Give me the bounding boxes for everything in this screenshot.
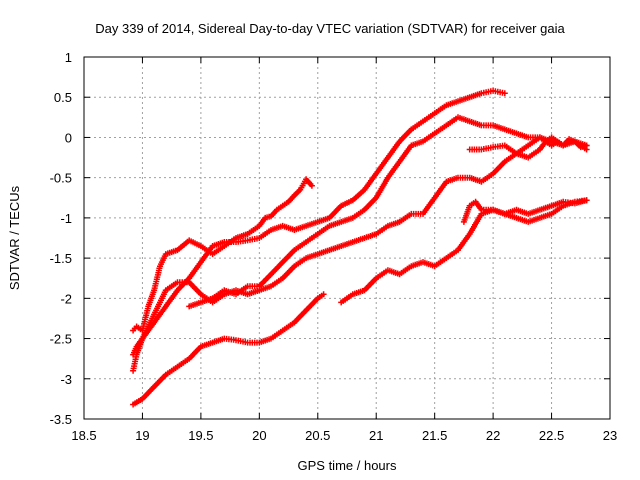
x-axis: 18.5 19 19.5 20 20.5 21 21.5 22 22.5 23 (71, 57, 617, 443)
chart-title: Day 339 of 2014, Sidereal Day-to-day VTE… (95, 21, 565, 36)
series-markers (130, 87, 508, 374)
series-markers (130, 176, 315, 334)
series-track-d (186, 114, 590, 310)
series-track-h (466, 134, 590, 161)
series-track-b (130, 87, 508, 374)
y-tick-label: -3 (60, 372, 72, 387)
series-track-g (460, 197, 590, 225)
x-tick-label: 18.5 (71, 428, 96, 443)
x-tick-label: 23 (603, 428, 617, 443)
y-tick-label: 0.5 (54, 90, 72, 105)
y-tick-label: 0 (65, 130, 72, 145)
series-track-a (130, 176, 315, 334)
series-markers (186, 114, 590, 310)
y-tick-label: -1 (60, 211, 72, 226)
y-tick-label: 1 (65, 50, 72, 65)
x-tick-label: 21.5 (422, 428, 447, 443)
x-tick-label: 22.5 (539, 428, 564, 443)
y-axis-label: SDTVAR / TECUs (7, 185, 22, 290)
y-tick-label: -0.5 (50, 171, 72, 186)
x-tick-label: 20.5 (305, 428, 330, 443)
series-group (130, 87, 590, 408)
series-markers (460, 197, 590, 225)
x-tick-label: 19.5 (188, 428, 213, 443)
series-track-e (130, 291, 327, 408)
y-tick-label: -1.5 (50, 251, 72, 266)
x-axis-label: GPS time / hours (298, 458, 397, 473)
x-tick-label: 22 (486, 428, 500, 443)
y-tick-label: -3.5 (50, 412, 72, 427)
x-tick-label: 20 (252, 428, 266, 443)
series-markers (466, 134, 590, 161)
plot-frame (83, 56, 611, 420)
y-axis: -3.5 -3 -2.5 -2 -1.5 -1 -0.5 0 0.5 1 (50, 50, 610, 427)
series-markers (130, 134, 590, 358)
x-tick-label: 21 (369, 428, 383, 443)
series-markers (130, 291, 327, 408)
grid (84, 57, 610, 419)
series-track-c (130, 134, 590, 358)
y-tick-label: -2.5 (50, 332, 72, 347)
x-tick-label: 19 (135, 428, 149, 443)
y-tick-label: -2 (60, 291, 72, 306)
